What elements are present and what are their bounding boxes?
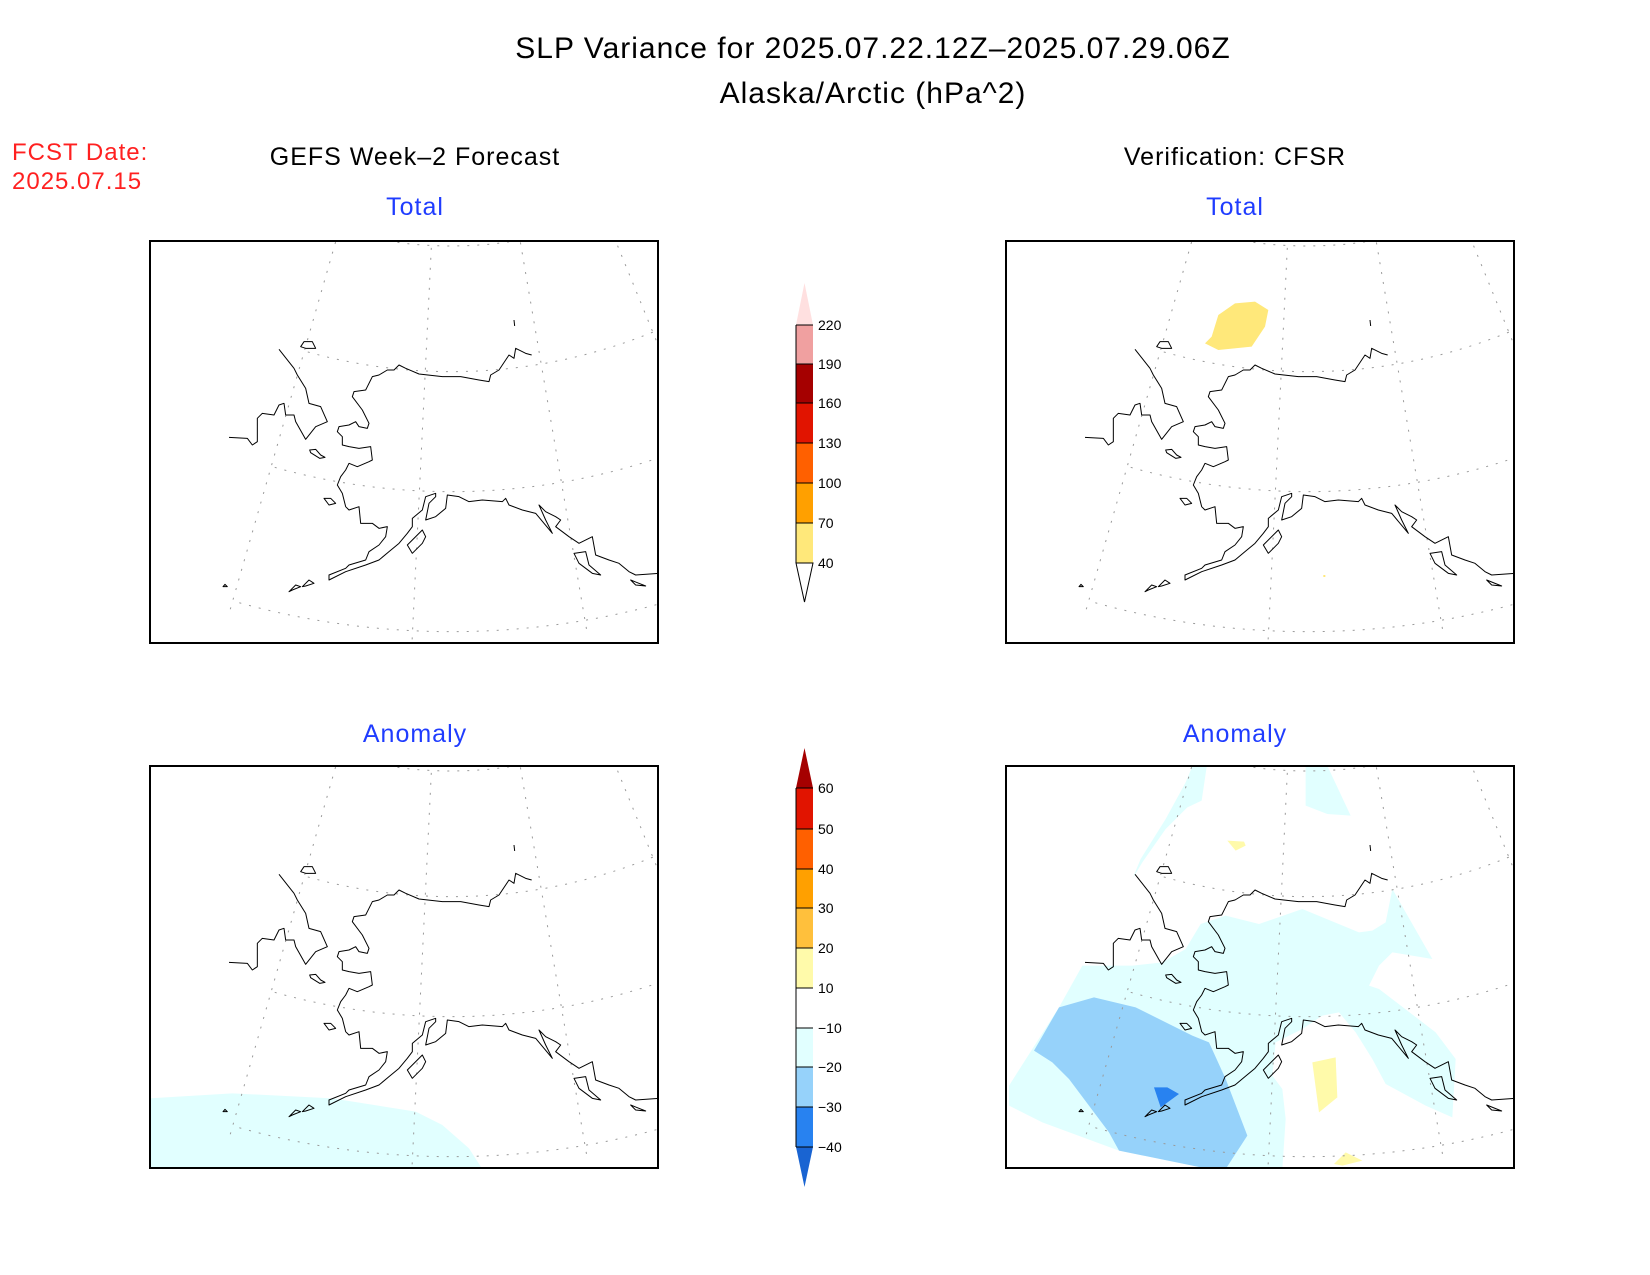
colorbar-segment [796,988,813,1028]
fcst-date-label: FCST Date: [12,139,149,166]
colorbar-tick-label: 100 [818,475,842,491]
colorbar-segment [796,364,813,403]
colorbar-tick-label: 30 [818,900,834,916]
fcst-date-value: 2025.07.15 [12,168,143,195]
colorbar-lower-triangle [796,1147,813,1187]
colorbar-segment [796,1067,813,1107]
subtitle: Alaska/Arctic (hPa^2) [719,77,1027,110]
anomaly-contour-neg10 [151,1093,482,1167]
anomaly-contour-pos10 [1227,840,1246,851]
colorbar-tick-label: 40 [818,555,834,571]
colorbar-tick-label: 60 [818,780,834,796]
verification-total-map [1005,240,1515,644]
colorbar-tick-label: 10 [818,980,834,996]
colorbar-tick-label: −30 [818,1099,842,1115]
colorbar-segment [796,908,813,948]
forecast-total-map [149,240,659,644]
anomaly-contour-pos10 [1334,1152,1363,1166]
colorbar-segment [796,869,813,908]
colorbar-segment [796,523,813,563]
anomaly-contour-neg20 [1034,997,1248,1167]
colorbar-upper-triangle [796,748,813,788]
anomaly-contour-neg10-north [1132,767,1207,879]
verification-heading: Verification: CFSR [1123,143,1347,171]
colorbar-tick-label: −40 [818,1139,842,1155]
colorbar-tick-label: 40 [818,861,834,877]
colorbar-segment [796,325,813,364]
colorbar-tick-label: 130 [818,435,842,451]
colorbar-tick-label: 190 [818,356,842,372]
colorbar-segment [796,1107,813,1147]
anomaly-contour-pos10 [1312,1057,1338,1113]
colorbar-segment [796,403,813,443]
main-title: SLP Variance for 2025.07.22.12Z–2025.07.… [515,32,1231,65]
colorbar-tick-label: 160 [818,395,842,411]
anomaly-contour-neg10-northeast [1305,767,1351,816]
variance-contour-40-70 [1205,301,1269,350]
colorbar-segment [796,483,813,523]
colorbar-tick-label: −10 [818,1020,842,1036]
colorbar-tick-label: 20 [818,940,834,956]
anomaly-colorbar: −40 −30 −20 −10 10 20 30 40 50 60 [795,748,842,1187]
variance-contour-dot [1323,575,1326,577]
verification-total-label: Total [1206,193,1264,221]
colorbar-upper-triangle [796,283,813,325]
colorbar-tick-label: 70 [818,515,834,531]
colorbar-segment [796,788,813,829]
forecast-total-label: Total [386,193,444,221]
verification-anomaly-label: Anomaly [1182,720,1288,748]
colorbar-segment [796,948,813,988]
verification-anomaly-map [1005,765,1515,1169]
forecast-heading: GEFS Week–2 Forecast [269,143,561,171]
colorbar-tick-label: 220 [818,317,842,333]
colorbar-segment [796,829,813,869]
forecast-anomaly-map [149,765,659,1169]
total-colorbar: 40 70 100 130 160 190 220 [795,283,842,603]
anomaly-contour-neg30 [1154,1087,1179,1108]
colorbar-lower-triangle [795,562,814,603]
colorbar-segment [796,443,813,483]
forecast-anomaly-label: Anomaly [362,720,468,748]
colorbar-segment [796,1028,813,1067]
colorbar-tick-label: 50 [818,821,834,837]
colorbar-tick-label: −20 [818,1059,842,1075]
